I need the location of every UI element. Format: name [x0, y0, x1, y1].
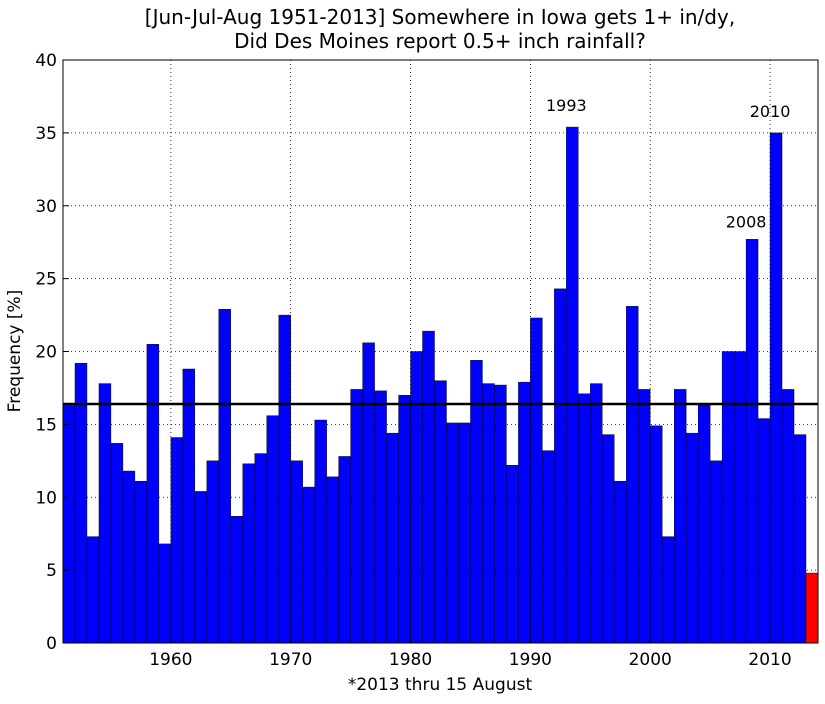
bar	[638, 389, 651, 644]
y-tick-label: 25	[35, 270, 57, 290]
bar	[697, 403, 711, 644]
bar	[602, 434, 615, 644]
bar	[170, 437, 184, 644]
bar	[626, 306, 639, 644]
bar	[757, 418, 771, 644]
y-axis-label: Frequency [%]	[5, 290, 25, 413]
bar	[662, 536, 675, 644]
bar	[530, 317, 543, 644]
bar	[242, 463, 255, 644]
x-axis-label: *2013 thru 15 August	[348, 675, 533, 695]
y-tick-label: 30	[35, 197, 57, 217]
bar	[805, 572, 819, 644]
bar	[422, 330, 435, 644]
bar	[218, 309, 231, 644]
bar	[230, 515, 243, 644]
y-tick-label: 35	[35, 124, 57, 144]
bar	[314, 419, 327, 644]
bar	[685, 432, 699, 644]
x-tick-label: 2010	[748, 650, 791, 670]
bar	[338, 456, 351, 644]
bar	[158, 543, 172, 644]
bar	[398, 395, 411, 644]
bar	[494, 384, 507, 644]
bar	[254, 453, 267, 644]
bar	[182, 368, 196, 644]
bar	[554, 288, 567, 644]
x-tick-label: 2000	[629, 650, 672, 670]
bar	[122, 470, 136, 644]
bar	[566, 126, 579, 644]
bar	[62, 405, 76, 644]
chart-title: [Jun-Jul-Aug 1951-2013] Somewhere in Iow…	[145, 5, 735, 29]
bar	[266, 415, 279, 644]
bar	[374, 390, 387, 644]
bar	[614, 481, 627, 644]
bar	[362, 342, 375, 644]
bar	[326, 476, 339, 644]
y-tick-label: 15	[35, 415, 57, 435]
bar	[578, 393, 591, 644]
bar	[673, 389, 687, 644]
bar	[446, 422, 459, 644]
bar	[709, 460, 723, 644]
bar	[146, 344, 160, 644]
bar	[206, 460, 219, 644]
bar	[470, 360, 483, 644]
x-tick-label: 1960	[149, 650, 192, 670]
y-tick-label: 0	[46, 634, 57, 654]
bar	[542, 450, 555, 644]
bar	[110, 443, 124, 644]
bar	[745, 239, 759, 644]
annotation: 2010	[750, 102, 791, 121]
x-tick-label: 1970	[269, 650, 312, 670]
bar	[350, 389, 363, 644]
bar	[194, 491, 208, 644]
bar	[458, 422, 471, 644]
y-tick-label: 5	[46, 561, 57, 581]
bar	[386, 432, 399, 644]
bar	[302, 486, 315, 644]
bar	[290, 460, 303, 644]
bar	[434, 380, 447, 644]
y-tick-label: 20	[35, 343, 57, 363]
bar	[793, 434, 807, 644]
bar	[518, 381, 531, 644]
x-tick-label: 1990	[509, 650, 552, 670]
bar	[278, 314, 291, 644]
bar	[86, 536, 100, 644]
plot-frame	[62, 59, 819, 644]
annotation: 1993	[546, 96, 587, 115]
annotation: 2008	[726, 213, 767, 232]
y-tick-label: 10	[35, 488, 57, 508]
bar	[769, 132, 783, 644]
bar	[781, 389, 795, 644]
bar	[134, 481, 148, 644]
bar	[590, 383, 603, 644]
bar	[650, 425, 663, 644]
y-tick-label: 40	[35, 51, 57, 71]
bar	[98, 383, 112, 644]
chart-title: Did Des Moines report 0.5+ inch rainfall…	[234, 29, 646, 53]
x-tick-label: 1980	[389, 650, 432, 670]
bar	[506, 464, 519, 644]
bar	[482, 383, 495, 644]
bar	[410, 351, 423, 644]
